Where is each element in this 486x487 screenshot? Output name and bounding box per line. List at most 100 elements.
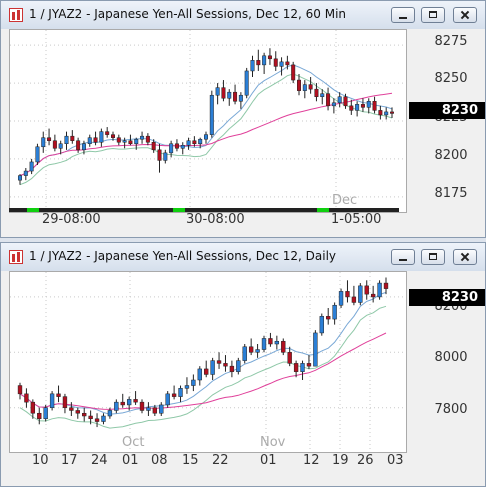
candlestick-chart-daily[interactable]: [10, 272, 406, 452]
candle: [343, 93, 348, 109]
candle: [17, 382, 23, 400]
candle-body-down: [88, 415, 93, 420]
price-axis[interactable]: 8275 8250 8225 8200 8175: [421, 29, 483, 213]
candle-body-up: [227, 91, 232, 99]
candle: [332, 302, 337, 325]
candle-body-up: [198, 138, 203, 144]
session-marker: [27, 208, 39, 212]
moving-average-fast-line: [19, 291, 387, 415]
candle: [281, 338, 286, 356]
candle: [128, 134, 133, 146]
candle: [87, 134, 92, 147]
candle-body-down: [105, 131, 110, 135]
candle: [377, 280, 382, 300]
candle: [238, 92, 243, 109]
date-label: 03: [387, 453, 404, 468]
chart-app-icon: [9, 250, 23, 264]
candle-body-up: [313, 332, 318, 367]
candle-body-up: [122, 140, 127, 143]
candle-body-down: [360, 104, 365, 108]
candle: [88, 410, 93, 425]
close-icon: [454, 250, 476, 264]
candle: [337, 92, 342, 108]
price-chart-plot[interactable]: [9, 29, 407, 213]
candle-body-up: [366, 101, 371, 108]
price-chart-plot[interactable]: [9, 271, 407, 453]
candle: [326, 87, 331, 111]
candle: [43, 404, 48, 422]
candle-body-up: [261, 338, 267, 350]
candle-body-up: [244, 70, 249, 96]
candle: [152, 404, 158, 416]
candle: [70, 130, 75, 144]
date-label: 24: [91, 453, 108, 468]
candle-body-down: [326, 93, 331, 107]
candle: [285, 55, 290, 70]
candle-body-down: [216, 360, 222, 364]
candle-body-up: [215, 87, 220, 96]
candle-body-down: [70, 135, 75, 141]
candle: [18, 174, 22, 185]
candle: [370, 285, 376, 303]
candle-body-up: [140, 135, 145, 140]
candle: [76, 137, 81, 153]
titlebar[interactable]: 1 / JYAZ2 - Japanese Yen-All Sessions, D…: [1, 1, 485, 29]
maximize-button[interactable]: [421, 249, 445, 265]
candle-body-down: [383, 282, 389, 289]
maximize-button[interactable]: [421, 7, 445, 23]
candle: [267, 48, 272, 65]
date-label: 22: [212, 453, 229, 468]
candle: [274, 335, 280, 350]
date-axis[interactable]: 10 17 24 01 08 15 22 01 12 19 26 03: [9, 453, 407, 483]
candle-body-down: [349, 105, 354, 111]
moving-average-envelope-line: [19, 305, 387, 429]
candle: [326, 308, 331, 325]
close-button[interactable]: [453, 249, 477, 265]
candle-body-down: [152, 407, 158, 414]
candle: [233, 84, 238, 105]
session-strip: [9, 208, 399, 212]
date-label: 26: [357, 453, 374, 468]
candle: [221, 80, 226, 102]
candle: [94, 413, 100, 428]
candle: [319, 313, 324, 336]
candle-body-up: [178, 388, 183, 397]
candle-body-up: [159, 404, 164, 414]
candle: [364, 280, 369, 300]
candle: [165, 391, 170, 408]
candle-body-up: [58, 143, 63, 149]
time-axis[interactable]: 29-08:00 30-08:00 1-05:00: [9, 212, 407, 236]
candle-body-down: [17, 385, 23, 395]
candle: [184, 377, 190, 394]
candle-body-up: [204, 134, 208, 140]
candle: [82, 407, 87, 422]
candle-body-down: [256, 60, 261, 66]
candle: [204, 131, 208, 144]
candlestick-chart-60min[interactable]: [10, 30, 406, 212]
candle-body-down: [157, 149, 162, 161]
candle: [174, 139, 179, 152]
candle: [355, 101, 360, 117]
candle-body-up: [337, 96, 342, 104]
candle-body-down: [326, 316, 331, 320]
candle: [358, 283, 363, 306]
titlebar[interactable]: 1 / JYAZ2 - Japanese Yen-All Sessions, D…: [1, 243, 485, 271]
candle: [163, 149, 168, 164]
candle: [291, 61, 296, 84]
candle: [56, 385, 61, 403]
candle: [24, 388, 29, 408]
minimize-button[interactable]: [391, 249, 415, 265]
candle-body-down: [24, 393, 29, 403]
candle: [308, 77, 313, 94]
candle: [37, 407, 42, 425]
month-label: Nov: [260, 435, 286, 450]
candle-body-down: [93, 137, 98, 143]
minimize-button[interactable]: [391, 7, 415, 23]
close-button[interactable]: [453, 7, 477, 23]
candle: [384, 107, 389, 120]
chart-window-60min: 1 / JYAZ2 - Japanese Yen-All Sessions, D…: [0, 0, 486, 238]
candle-body-down: [306, 363, 312, 367]
candle: [120, 393, 125, 408]
candle: [242, 344, 247, 364]
candle-body-up: [274, 340, 280, 345]
